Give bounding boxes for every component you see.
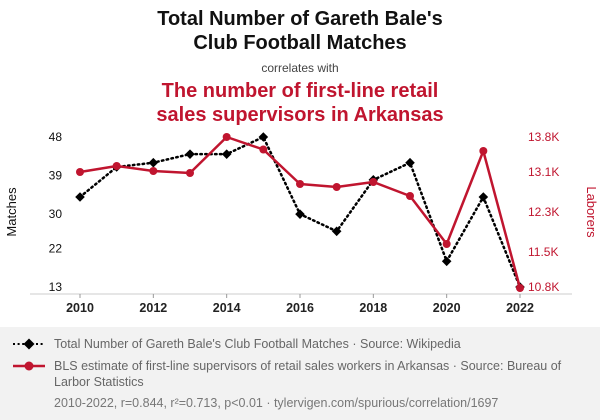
secondary-title-line2: sales supervisors in Arkansas bbox=[156, 103, 444, 126]
svg-text:2012: 2012 bbox=[139, 301, 167, 315]
legend-text-laborers: BLS estimate of first-line supervisors o… bbox=[54, 358, 562, 390]
correlates-with-text: correlates with bbox=[261, 61, 339, 76]
primary-title-line2: Club Football Matches bbox=[193, 31, 407, 54]
svg-text:2016: 2016 bbox=[286, 301, 314, 315]
svg-text:2014: 2014 bbox=[213, 301, 241, 315]
svg-text:13.8K: 13.8K bbox=[528, 130, 559, 144]
svg-text:Matches: Matches bbox=[4, 187, 19, 237]
svg-text:13.1K: 13.1K bbox=[528, 165, 559, 179]
svg-text:2010: 2010 bbox=[66, 301, 94, 315]
circle-marker-icon bbox=[13, 361, 45, 371]
svg-text:22: 22 bbox=[49, 242, 63, 256]
svg-text:11.5K: 11.5K bbox=[528, 245, 558, 259]
secondary-title-line1: The number of first-line retail bbox=[161, 80, 439, 103]
primary-title-line1: Total Number of Gareth Bale's bbox=[157, 8, 443, 30]
diamond-marker-icon bbox=[13, 338, 45, 350]
svg-text:13: 13 bbox=[49, 280, 63, 294]
svg-text:2020: 2020 bbox=[433, 301, 461, 315]
legend-item-laborers: BLS estimate of first-line supervisors o… bbox=[12, 358, 588, 391]
svg-text:2022: 2022 bbox=[506, 301, 534, 315]
legend-text-matches: Total Number of Gareth Bale's Club Footb… bbox=[54, 337, 461, 352]
svg-text:12.3K: 12.3K bbox=[528, 205, 559, 219]
stats-footer: 2010-2022, r=0.844, r²=0.713, p<0.01 · t… bbox=[54, 395, 499, 410]
secondary-title: The number of first-line retail sales su… bbox=[0, 80, 600, 127]
svg-text:30: 30 bbox=[49, 208, 63, 222]
svg-text:10.8K: 10.8K bbox=[528, 280, 559, 294]
svg-text:48: 48 bbox=[49, 130, 63, 144]
svg-text:2018: 2018 bbox=[359, 301, 387, 315]
correlation-chart: 2010 2012 2014 2016 2018 2020 2022 48 39 30 22 13 Ma… bbox=[4, 130, 599, 315]
legend-item-matches: Total Number of Gareth Bale's Club Footb… bbox=[12, 336, 588, 353]
primary-title: Total Number of Gareth Bale's Club Footb… bbox=[0, 8, 600, 55]
legend-footer: Total Number of Gareth Bale's Club Footb… bbox=[0, 327, 600, 420]
svg-text:Laborers: Laborers bbox=[584, 187, 599, 239]
svg-text:39: 39 bbox=[49, 169, 63, 183]
chart-header: Total Number of Gareth Bale's Club Footb… bbox=[0, 0, 600, 127]
